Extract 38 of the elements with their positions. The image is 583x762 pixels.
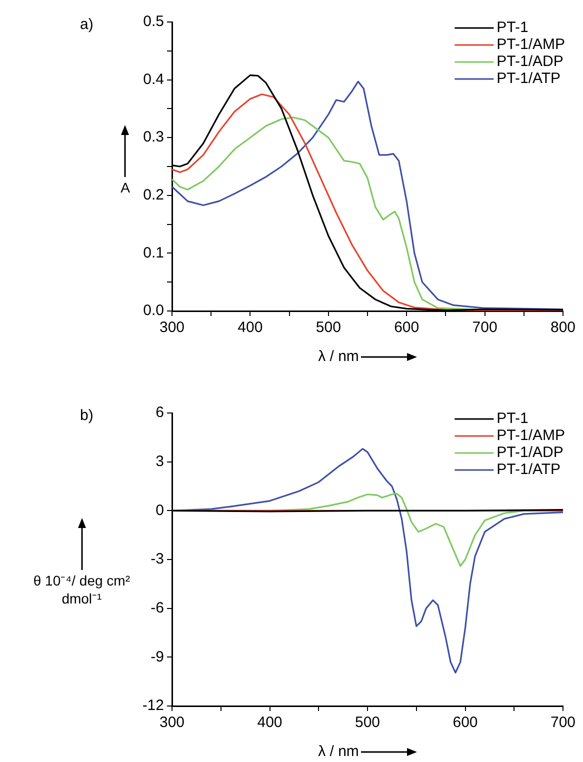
y-tick-label: 6 — [156, 404, 164, 422]
y-tick-label: 0.1 — [143, 244, 164, 262]
legend-label: PT-1/AMP — [496, 36, 566, 54]
y-axis-title: θ 10⁻⁴/ deg cm² dmol⁻¹ — [33, 572, 130, 606]
y-tick-label: 0.5 — [143, 13, 164, 30]
legend-label: PT-1/ATP — [496, 461, 561, 478]
x-tick-label: 700 — [472, 319, 498, 336]
x-axis-title: λ / nm — [318, 743, 359, 760]
legend-label: PT-1 — [496, 19, 528, 36]
x-tick-label: 400 — [257, 714, 282, 732]
y-tick-label: 0.3 — [143, 128, 164, 146]
legend-label: PT-1/ATP — [496, 70, 561, 88]
legend-label: PT-1/AMP — [496, 427, 566, 444]
x-tick-label: 600 — [394, 319, 420, 336]
x-tick-label: 300 — [159, 714, 185, 732]
legend-label: PT-1/ADP — [496, 444, 564, 462]
legend-label: PT-1/ADP — [496, 53, 564, 70]
y-tick-label: 0.0 — [143, 302, 164, 320]
chart-title: b) — [80, 407, 94, 424]
x-tick-label: 700 — [550, 714, 576, 732]
y-axis-title: A — [120, 179, 131, 196]
chart-title: a) — [80, 16, 94, 34]
y-tick-label: -9 — [150, 648, 164, 666]
y-tick-label: 0.2 — [143, 186, 164, 204]
y-tick-label: 0.4 — [143, 70, 164, 88]
y-tick-label: -12 — [142, 697, 164, 714]
y-tick-label: 3 — [156, 452, 164, 470]
y-tick-label: -6 — [150, 599, 164, 616]
y-tick-label: 0 — [156, 502, 164, 519]
y-tick-label: -3 — [150, 550, 164, 568]
x-tick-label: 600 — [452, 714, 478, 732]
x-axis-title: λ / nm — [318, 348, 359, 366]
x-tick-label: 500 — [354, 714, 380, 732]
x-tick-label: 500 — [316, 319, 341, 336]
x-tick-label: 300 — [159, 319, 185, 336]
x-tick-label: 400 — [238, 319, 263, 336]
legend-label: PT-1 — [496, 410, 528, 428]
x-tick-label: 800 — [550, 319, 576, 336]
